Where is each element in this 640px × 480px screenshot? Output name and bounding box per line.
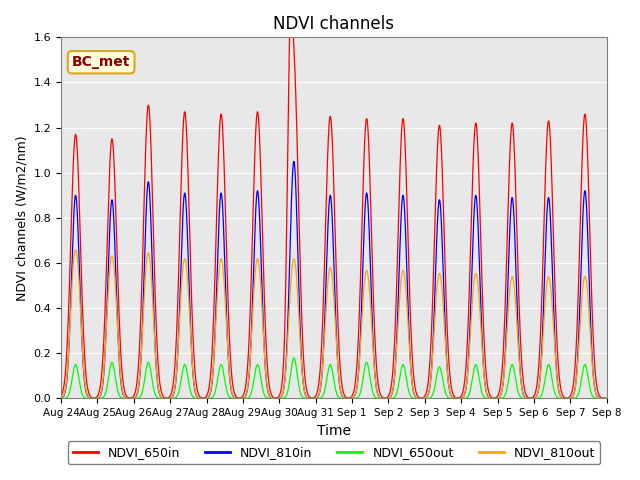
NDVI_810out bbox=[168, 394, 176, 400]
Y-axis label: NDVI channels (W/m2/nm): NDVI channels (W/m2/nm) bbox=[15, 135, 28, 300]
NDVI_810in bbox=[57, 395, 65, 401]
NDVI_810out bbox=[603, 396, 611, 401]
NDVI_650out bbox=[262, 394, 269, 399]
NDVI_810in bbox=[410, 387, 417, 393]
NDVI_810out bbox=[601, 396, 609, 401]
NDVI_810in bbox=[174, 350, 182, 356]
NDVI_650in bbox=[57, 393, 65, 399]
Line: NDVI_650in: NDVI_650in bbox=[61, 8, 607, 398]
NDVI_650out bbox=[168, 396, 176, 401]
NDVI_650in bbox=[262, 322, 269, 328]
NDVI_650out bbox=[174, 392, 182, 398]
NDVI_810out bbox=[57, 395, 65, 401]
Line: NDVI_810out: NDVI_810out bbox=[61, 250, 607, 398]
Text: BC_met: BC_met bbox=[72, 55, 131, 69]
NDVI_810in bbox=[290, 158, 298, 164]
NDVI_650in bbox=[487, 394, 495, 399]
NDVI_810in bbox=[168, 394, 176, 400]
NDVI_650out bbox=[601, 396, 609, 401]
NDVI_810out bbox=[410, 387, 417, 393]
NDVI_810in bbox=[601, 396, 609, 401]
NDVI_810in bbox=[487, 396, 495, 401]
NDVI_650out bbox=[603, 396, 611, 401]
NDVI_650in bbox=[601, 396, 609, 401]
NDVI_650in bbox=[168, 388, 176, 394]
NDVI_650out bbox=[290, 355, 298, 360]
NDVI_650out bbox=[487, 396, 495, 401]
Line: NDVI_810in: NDVI_810in bbox=[61, 161, 607, 398]
NDVI_810in bbox=[262, 365, 269, 371]
Line: NDVI_650out: NDVI_650out bbox=[61, 358, 607, 398]
NDVI_650in bbox=[603, 396, 611, 401]
NDVI_650in bbox=[287, 5, 295, 11]
NDVI_810out bbox=[174, 350, 182, 356]
NDVI_650in bbox=[410, 368, 417, 373]
NDVI_650in bbox=[174, 299, 182, 304]
NDVI_810in bbox=[603, 396, 611, 401]
NDVI_810out bbox=[487, 396, 495, 401]
NDVI_650out bbox=[410, 395, 417, 401]
NDVI_810out bbox=[72, 247, 79, 252]
Legend: NDVI_650in, NDVI_810in, NDVI_650out, NDVI_810out: NDVI_650in, NDVI_810in, NDVI_650out, NDV… bbox=[68, 442, 600, 464]
NDVI_810out bbox=[262, 365, 269, 371]
Title: NDVI channels: NDVI channels bbox=[273, 15, 394, 33]
NDVI_650out bbox=[57, 396, 65, 401]
X-axis label: Time: Time bbox=[317, 424, 351, 438]
